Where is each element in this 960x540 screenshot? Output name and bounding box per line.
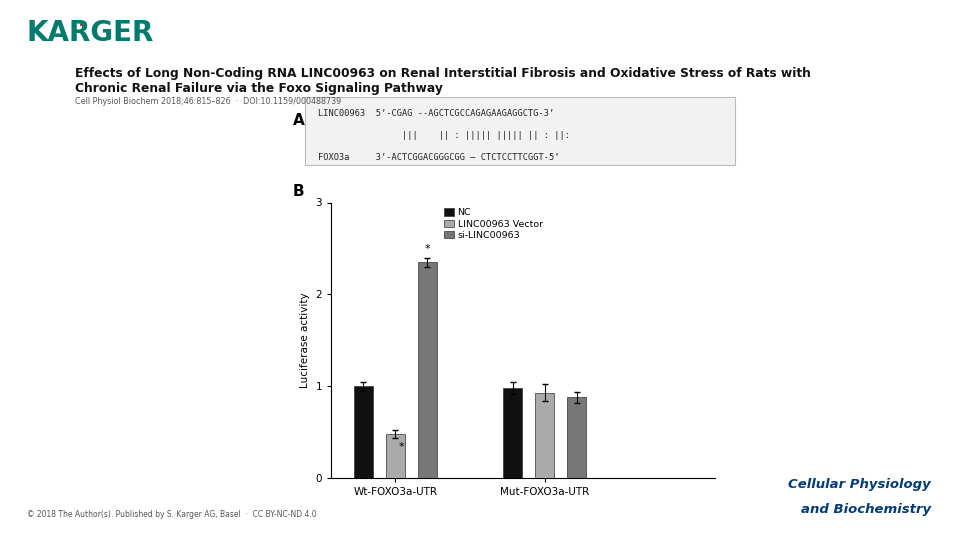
FancyBboxPatch shape — [305, 97, 735, 165]
Text: Cell Physiol Biochem 2018;46:815–826  ·  DOI:10.1159/000488739: Cell Physiol Biochem 2018;46:815–826 · D… — [75, 97, 341, 106]
Text: FOXO3a     3’-ACTCGGACGGGCGG – CTCTCCTTCGGT-5’: FOXO3a 3’-ACTCGGACGGGCGG – CTCTCCTTCGGT-… — [318, 153, 560, 161]
Text: *: * — [398, 442, 404, 452]
Text: KARGER: KARGER — [27, 19, 155, 47]
Text: •: • — [79, 23, 83, 29]
Legend: NC, LINC00963 Vector, si-LINC00963: NC, LINC00963 Vector, si-LINC00963 — [444, 207, 543, 241]
Y-axis label: Luciferase activity: Luciferase activity — [300, 292, 310, 388]
Text: |||    || : ||||| ||||| || : ||:: ||| || : ||||| ||||| || : ||: — [318, 131, 570, 140]
Bar — [567, 397, 587, 478]
Text: A: A — [293, 113, 304, 129]
Text: © 2018 The Author(s). Published by S. Karger AG, Basel  ·  CC BY-NC-ND 4.0: © 2018 The Author(s). Published by S. Ka… — [27, 510, 317, 519]
Bar — [535, 393, 554, 478]
Bar — [503, 388, 522, 478]
Bar — [353, 386, 372, 478]
Text: Cellular Physiology: Cellular Physiology — [788, 478, 931, 491]
Text: *: * — [424, 244, 430, 254]
Text: Effects of Long Non-Coding RNA LINC00963 on Renal Interstitial Fibrosis and Oxid: Effects of Long Non-Coding RNA LINC00963… — [75, 68, 811, 80]
Bar — [418, 262, 437, 478]
Text: Chronic Renal Failure via the Foxo Signaling Pathway: Chronic Renal Failure via the Foxo Signa… — [75, 82, 443, 95]
Text: B: B — [293, 184, 304, 199]
Text: LINC00963  5’-CGAG --AGCTCGCCAGAGAAGAGGCTG-3’: LINC00963 5’-CGAG --AGCTCGCCAGAGAAGAGGCT… — [318, 109, 555, 118]
Text: and Biochemistry: and Biochemistry — [801, 503, 931, 516]
Bar — [386, 434, 405, 478]
